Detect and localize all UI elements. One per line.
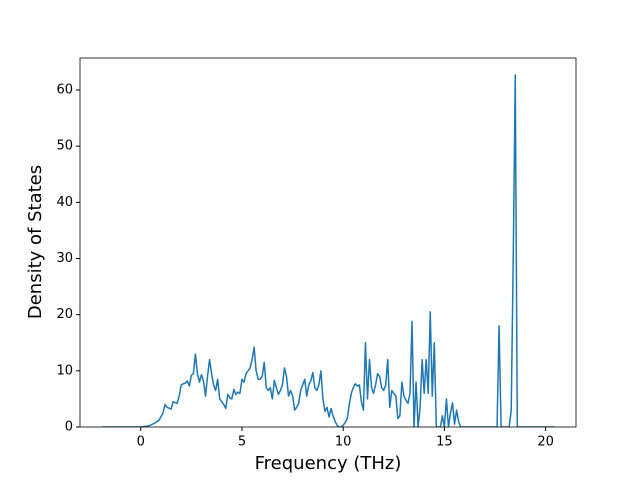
line: [102, 74, 555, 427]
x-tick-label: 5: [238, 435, 246, 450]
x-tick-label: 20: [537, 435, 554, 450]
x-tick-label: 0: [137, 435, 145, 450]
plot-frame: [79, 57, 577, 428]
x-axis-label: Frequency (THz): [255, 453, 402, 474]
y-tick-label: 40: [56, 195, 73, 210]
x-tick-label: 10: [335, 435, 352, 450]
y-tick-label: 0: [65, 420, 73, 435]
x-tick-label: 15: [436, 435, 453, 450]
y-tick-label: 10: [56, 363, 73, 378]
y-tick-label: 50: [56, 139, 73, 154]
y-tick-label: 30: [56, 251, 73, 266]
y-tick-label: 60: [56, 83, 73, 98]
y-tick-label: 20: [56, 307, 73, 322]
y-axis-label: Density of States: [25, 165, 46, 319]
